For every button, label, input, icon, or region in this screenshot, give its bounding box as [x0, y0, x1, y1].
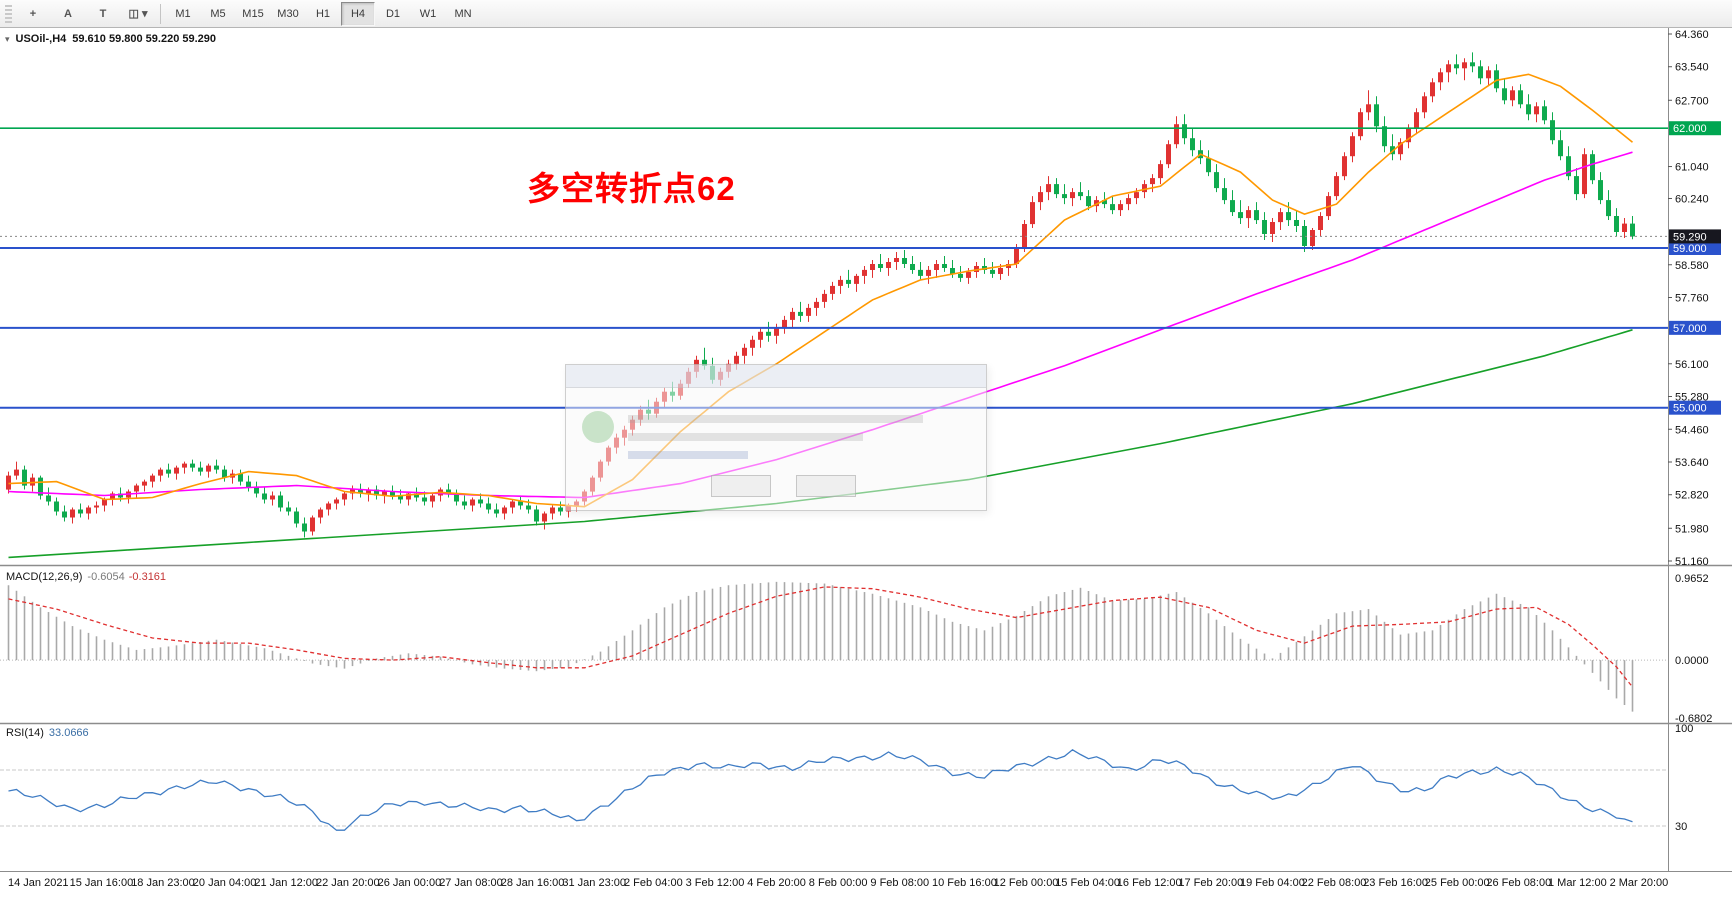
svg-text:100: 100 [1675, 723, 1693, 735]
text-label-tool-icon[interactable]: A [64, 7, 72, 20]
svg-text:30: 30 [1675, 821, 1687, 833]
svg-text:15 Jan 16:00: 15 Jan 16:00 [70, 877, 134, 889]
watermark-button [796, 475, 856, 497]
timeframe-d1-button[interactable]: D1 [385, 7, 401, 20]
svg-text:60.240: 60.240 [1675, 193, 1709, 205]
candles-layer [6, 52, 1635, 538]
svg-text:17 Feb 20:00: 17 Feb 20:00 [1178, 877, 1243, 889]
timeframe-m1-button[interactable]: M1 [175, 7, 191, 20]
svg-text:21 Jan 12:00: 21 Jan 12:00 [254, 877, 318, 889]
chart-header: ▾ USOil-,H4 59.610 59.800 59.220 59.290 [5, 33, 216, 45]
svg-text:52.820: 52.820 [1675, 490, 1709, 502]
svg-text:1 Mar 12:00: 1 Mar 12:00 [1548, 877, 1607, 889]
svg-text:51.160: 51.160 [1675, 556, 1709, 568]
svg-text:22 Jan 20:00: 22 Jan 20:00 [316, 877, 380, 889]
symbol-period-label: USOil-,H4 [15, 33, 67, 45]
timeframe-m30-button[interactable]: M30 [277, 7, 299, 20]
svg-text:61.040: 61.040 [1675, 162, 1709, 174]
macd-value: -0.6054 [87, 571, 125, 583]
svg-text:-0.6802: -0.6802 [1675, 713, 1712, 725]
watermark-logo-icon [582, 411, 614, 443]
svg-text:15 Feb 04:00: 15 Feb 04:00 [1055, 877, 1120, 889]
svg-text:8 Feb 00:00: 8 Feb 00:00 [809, 877, 868, 889]
svg-text:19 Feb 04:00: 19 Feb 04:00 [1240, 877, 1305, 889]
svg-text:0.9652: 0.9652 [1675, 573, 1709, 585]
svg-text:26 Jan 00:00: 26 Jan 00:00 [378, 877, 442, 889]
svg-text:55.000: 55.000 [1673, 403, 1707, 415]
timeframe-mn-button[interactable]: MN [454, 7, 472, 20]
svg-text:14 Jan 2021: 14 Jan 2021 [8, 877, 69, 889]
svg-text:16 Feb 12:00: 16 Feb 12:00 [1117, 877, 1182, 889]
watermark-titlebar [566, 365, 986, 388]
svg-text:27 Jan 08:00: 27 Jan 08:00 [439, 877, 503, 889]
svg-text:57.760: 57.760 [1675, 292, 1709, 304]
svg-text:22 Feb 08:00: 22 Feb 08:00 [1302, 877, 1367, 889]
svg-text:28 Jan 16:00: 28 Jan 16:00 [501, 877, 565, 889]
svg-text:57.000: 57.000 [1673, 323, 1707, 335]
svg-text:51.980: 51.980 [1675, 523, 1709, 535]
toolbar: + A T ◫ ▾ M1 M5 M15 M30 H1 H4 D1 W1 MN [0, 0, 1732, 28]
svg-text:58.580: 58.580 [1675, 260, 1709, 272]
watermark-dialog [565, 364, 987, 511]
watermark-text-line [628, 415, 923, 423]
svg-text:3 Feb 12:00: 3 Feb 12:00 [686, 877, 745, 889]
timeframe-h4-button[interactable]: H4 [341, 1, 375, 26]
svg-text:26 Feb 08:00: 26 Feb 08:00 [1486, 877, 1551, 889]
svg-text:62.000: 62.000 [1673, 123, 1707, 135]
ma-fast [8, 73, 1633, 508]
watermark-text-line [628, 433, 863, 441]
svg-text:31 Jan 23:00: 31 Jan 23:00 [562, 877, 626, 889]
svg-text:23 Feb 16:00: 23 Feb 16:00 [1363, 877, 1428, 889]
watermark-button [711, 475, 771, 497]
svg-text:9 Feb 08:00: 9 Feb 08:00 [870, 877, 929, 889]
drawing-tools-group: + A T ◫ ▾ [16, 2, 155, 26]
macd-label: MACD(12,26,9) -0.6054 -0.3161 [6, 571, 166, 583]
svg-text:63.540: 63.540 [1675, 62, 1709, 74]
timeframe-m5-button[interactable]: M5 [210, 7, 226, 20]
macd-name: MACD(12,26,9) [6, 571, 83, 583]
svg-text:55.280: 55.280 [1675, 392, 1709, 404]
svg-text:53.640: 53.640 [1675, 457, 1709, 469]
watermark-text-line [628, 451, 748, 459]
timeframe-h1-button[interactable]: H1 [315, 7, 331, 20]
chart-annotation-text[interactable]: 多空转折点62 [527, 170, 736, 207]
crosshair-icon[interactable]: + [29, 7, 37, 20]
svg-text:12 Feb 00:00: 12 Feb 00:00 [994, 877, 1059, 889]
svg-text:20 Jan 04:00: 20 Jan 04:00 [193, 877, 257, 889]
text-tool-icon[interactable]: T [99, 7, 107, 20]
timeframes-group: M1 M5 M15 M30 H1 H4 D1 W1 MN [166, 1, 480, 26]
svg-text:62.700: 62.700 [1675, 95, 1709, 107]
svg-text:56.100: 56.100 [1675, 359, 1709, 371]
objects-dropdown-icon[interactable]: ◫ ▾ [128, 8, 148, 20]
macd-signal-value: -0.3161 [128, 571, 167, 583]
rsi-name: RSI(14) [6, 727, 44, 739]
svg-text:2 Feb 04:00: 2 Feb 04:00 [624, 877, 683, 889]
toolbar-grip[interactable] [5, 4, 12, 23]
rsi-label: RSI(14) 33.0666 [6, 727, 89, 739]
rsi-value: 33.0666 [48, 727, 89, 739]
svg-text:25 Feb 00:00: 25 Feb 00:00 [1425, 877, 1490, 889]
toolbar-separator [160, 3, 161, 24]
svg-text:18 Jan 23:00: 18 Jan 23:00 [131, 877, 195, 889]
svg-text:4 Feb 20:00: 4 Feb 20:00 [747, 877, 806, 889]
svg-text:10 Feb 16:00: 10 Feb 16:00 [932, 877, 997, 889]
svg-text:59.290: 59.290 [1673, 231, 1707, 243]
svg-text:64.360: 64.360 [1675, 29, 1709, 41]
timeframe-w1-button[interactable]: W1 [419, 7, 437, 20]
ohlc-values: 59.610 59.800 59.220 59.290 [72, 33, 217, 45]
svg-text:59.000: 59.000 [1673, 243, 1707, 255]
svg-text:0.0000: 0.0000 [1675, 655, 1709, 667]
timeframe-m15-button[interactable]: M15 [242, 7, 264, 20]
svg-text:2 Mar 20:00: 2 Mar 20:00 [1610, 877, 1669, 889]
one-click-collapse-icon[interactable]: ▾ [5, 33, 10, 44]
svg-text:54.460: 54.460 [1675, 424, 1709, 436]
